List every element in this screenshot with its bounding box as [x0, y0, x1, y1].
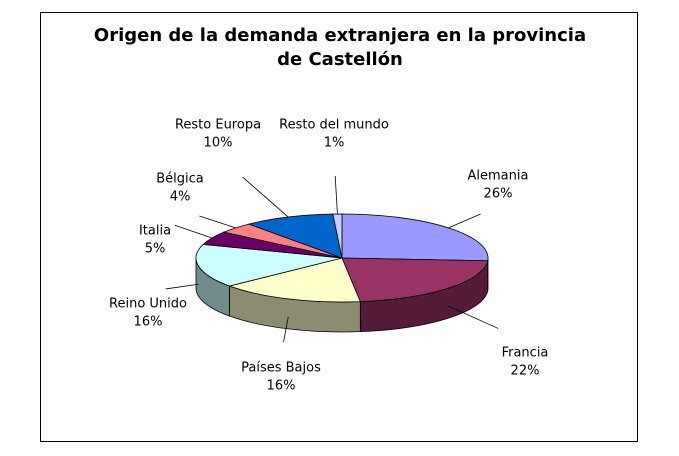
leader-line	[448, 213, 481, 229]
slice	[332, 213, 343, 259]
value-label: 10%	[204, 136, 233, 151]
slice-label: Resto del mundo	[279, 118, 389, 133]
value-label: 16%	[134, 315, 163, 330]
value-label: 16%	[267, 379, 296, 394]
leader-line	[334, 175, 338, 215]
slice	[228, 257, 361, 303]
value-label: 26%	[484, 187, 513, 202]
slice-label: Francia	[502, 346, 549, 361]
leader-line	[448, 305, 499, 329]
leader-line	[165, 283, 199, 290]
leader-line	[283, 316, 289, 343]
chart-frame	[40, 12, 638, 442]
slice-label: Países Bajos	[241, 361, 321, 376]
slice-label: Resto Europa	[175, 118, 261, 133]
value-label: 22%	[511, 364, 540, 379]
slice-label: Italia	[139, 224, 171, 239]
value-label: 5%	[145, 242, 166, 257]
slice-label: Bélgica	[156, 172, 204, 187]
slice	[341, 213, 489, 262]
slice-label: Alemania	[468, 169, 529, 184]
value-label: 4%	[170, 190, 191, 205]
value-label: 1%	[324, 136, 345, 151]
leader-line	[174, 224, 213, 239]
slice	[247, 213, 343, 259]
chart-title: Origen de la demanda extranjera en la pr…	[93, 25, 587, 70]
leader-line	[242, 176, 289, 218]
leader-line	[199, 215, 236, 229]
slice	[341, 257, 489, 303]
slice-label: Reino Unido	[109, 297, 187, 312]
